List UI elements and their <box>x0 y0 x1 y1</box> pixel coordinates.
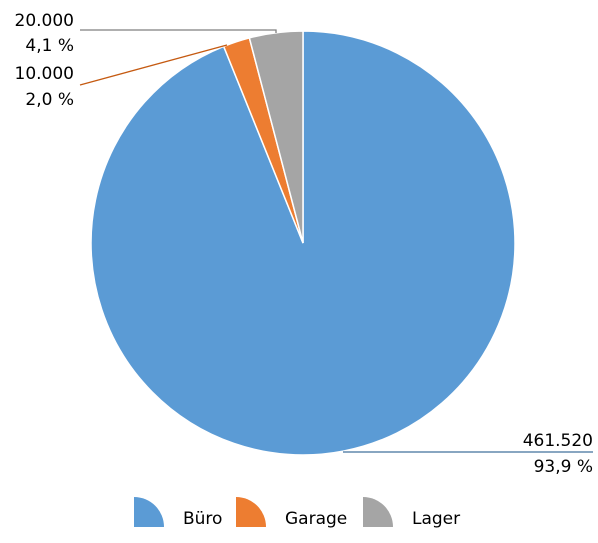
data-label-percent-lager: 4,1 % <box>25 36 74 56</box>
legend: Büro Garage Lager <box>134 497 460 529</box>
data-label-value-garage: 10.000 <box>15 64 74 84</box>
legend-swatch-garage <box>236 497 266 527</box>
data-label-percent-garage: 2,0 % <box>25 90 74 110</box>
data-label-value-lager: 20.000 <box>15 11 74 31</box>
legend-swatch-lager <box>363 497 393 527</box>
data-label-percent-buro: 93,9 % <box>534 457 593 477</box>
leader-line-lager <box>80 29 277 33</box>
data-label-value-buro: 461.520 <box>523 431 593 451</box>
pie-slices <box>90 30 516 456</box>
leader-lines <box>79 29 593 453</box>
legend-label-lager: Lager <box>412 509 460 529</box>
legend-label-buro: Büro <box>183 509 222 529</box>
legend-label-garage: Garage <box>285 509 347 529</box>
legend-swatch-buro <box>134 497 164 527</box>
leader-line-garage <box>79 44 228 86</box>
data-labels: 461.520 93,9 % 10.000 2,0 % 20.000 4,1 % <box>15 11 593 477</box>
